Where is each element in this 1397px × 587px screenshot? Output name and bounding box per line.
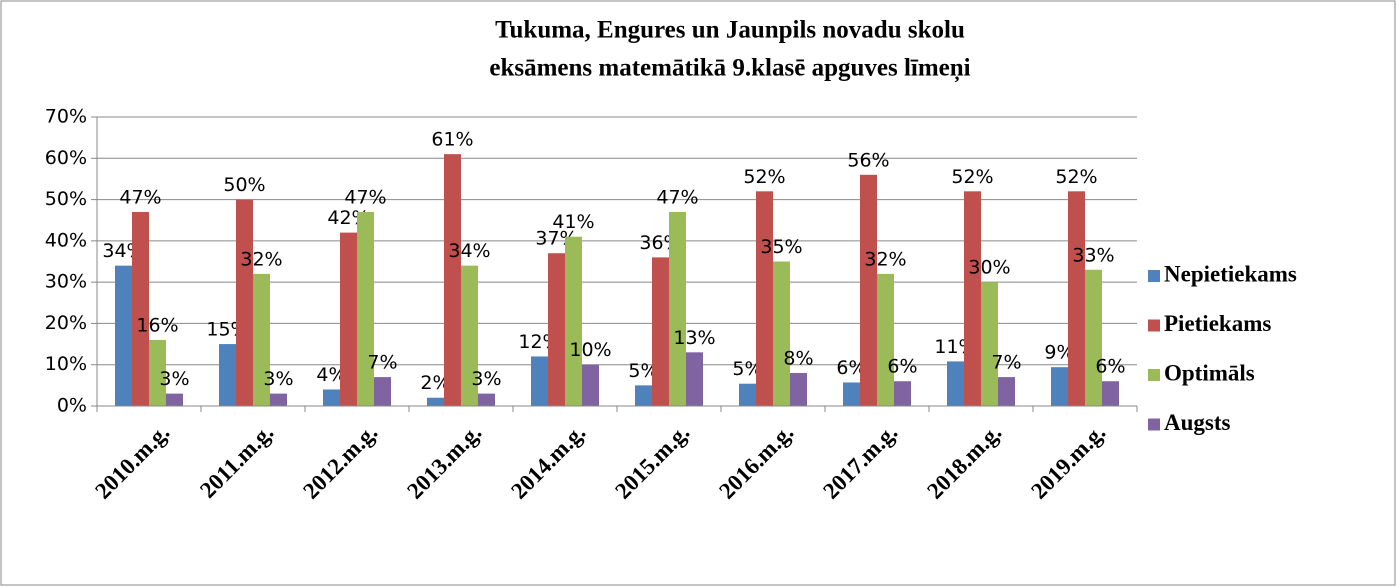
- legend-label: Nepietiekams: [1164, 261, 1297, 286]
- bar: [669, 211, 686, 406]
- data-label: 6%: [836, 357, 866, 379]
- bar: [427, 397, 444, 406]
- data-label: 41%: [552, 211, 594, 233]
- bar: [773, 261, 790, 406]
- bar: [531, 356, 548, 406]
- bar: [548, 253, 565, 406]
- bar: [739, 383, 756, 406]
- data-label: 5%: [732, 358, 762, 380]
- bar: [964, 191, 981, 406]
- bar: [340, 232, 357, 406]
- chart-title: eksāmens matemātikā 9.klasē apguves līme…: [489, 55, 970, 83]
- data-label: 16%: [136, 314, 178, 336]
- data-label: 10%: [569, 339, 611, 361]
- legend-swatch: [1148, 270, 1160, 282]
- data-label: 13%: [673, 327, 715, 349]
- y-tick-label: 20%: [45, 312, 87, 334]
- bar: [894, 381, 911, 406]
- legend-label: Augsts: [1164, 410, 1231, 435]
- bar: [149, 339, 166, 406]
- legend-swatch: [1148, 369, 1160, 381]
- bar: [253, 273, 270, 406]
- y-tick-label: 10%: [45, 353, 87, 375]
- legend-swatch: [1148, 418, 1160, 431]
- data-label: 6%: [887, 356, 917, 378]
- y-tick-label: 70%: [45, 106, 87, 128]
- bar: [947, 361, 964, 406]
- bar: [357, 211, 374, 406]
- data-label: 50%: [223, 174, 265, 196]
- bar: [132, 211, 149, 406]
- bar: [998, 377, 1015, 406]
- bar: [860, 174, 877, 406]
- bar: [582, 364, 599, 406]
- data-label: 52%: [1055, 166, 1097, 188]
- data-label: 47%: [119, 186, 161, 208]
- bar: [115, 265, 132, 406]
- bar: [374, 377, 391, 406]
- data-label: 7%: [367, 352, 397, 374]
- data-label: 34%: [448, 240, 490, 262]
- data-label: 6%: [1095, 356, 1125, 378]
- bar: [877, 273, 894, 406]
- data-label: 3%: [471, 368, 501, 390]
- data-label: 47%: [656, 186, 698, 208]
- bar: [444, 154, 461, 406]
- data-label: 4%: [316, 364, 346, 386]
- legend-label: Pietiekams: [1164, 311, 1271, 336]
- y-tick-label: 0%: [57, 395, 87, 417]
- legend-swatch: [1148, 319, 1160, 332]
- bar: [1102, 381, 1119, 406]
- bar: [219, 344, 236, 406]
- data-label: 30%: [968, 257, 1010, 279]
- bar: [461, 265, 478, 406]
- data-label: 7%: [991, 352, 1021, 374]
- bar: [1068, 191, 1085, 406]
- data-label: 3%: [159, 368, 189, 390]
- y-tick-label: 30%: [45, 271, 87, 293]
- bar: [1051, 367, 1068, 406]
- data-label: 3%: [263, 368, 293, 390]
- data-label: 33%: [1072, 244, 1114, 266]
- legend-label: Optimāls: [1164, 360, 1255, 385]
- data-label: 61%: [431, 129, 473, 151]
- bar: [756, 191, 773, 406]
- data-label: 52%: [743, 166, 785, 188]
- y-tick-label: 50%: [45, 188, 87, 210]
- bar: [652, 257, 669, 406]
- data-label: 8%: [783, 347, 813, 369]
- data-label: 5%: [628, 360, 658, 382]
- data-label: 32%: [864, 248, 906, 270]
- bar: [843, 382, 860, 406]
- data-label: 2%: [420, 372, 450, 394]
- bar: [323, 389, 340, 406]
- data-label: 32%: [240, 248, 282, 270]
- bar: [981, 282, 998, 406]
- bar: [166, 393, 183, 406]
- bar: [686, 352, 703, 406]
- data-label: 52%: [951, 166, 993, 188]
- data-label: 56%: [847, 149, 889, 171]
- bar: [565, 236, 582, 406]
- data-label: 35%: [760, 236, 802, 258]
- bar: [270, 393, 287, 406]
- bar: [236, 199, 253, 406]
- chart-title: Tukuma, Engures un Jaunpils novadu skolu: [495, 17, 965, 44]
- y-tick-label: 40%: [45, 229, 87, 251]
- bar: [1085, 269, 1102, 406]
- bar: [478, 393, 495, 406]
- bar: [790, 372, 807, 406]
- bar: [635, 385, 652, 406]
- y-tick-label: 60%: [45, 147, 87, 169]
- data-label: 9%: [1044, 342, 1074, 364]
- data-label: 47%: [344, 186, 386, 208]
